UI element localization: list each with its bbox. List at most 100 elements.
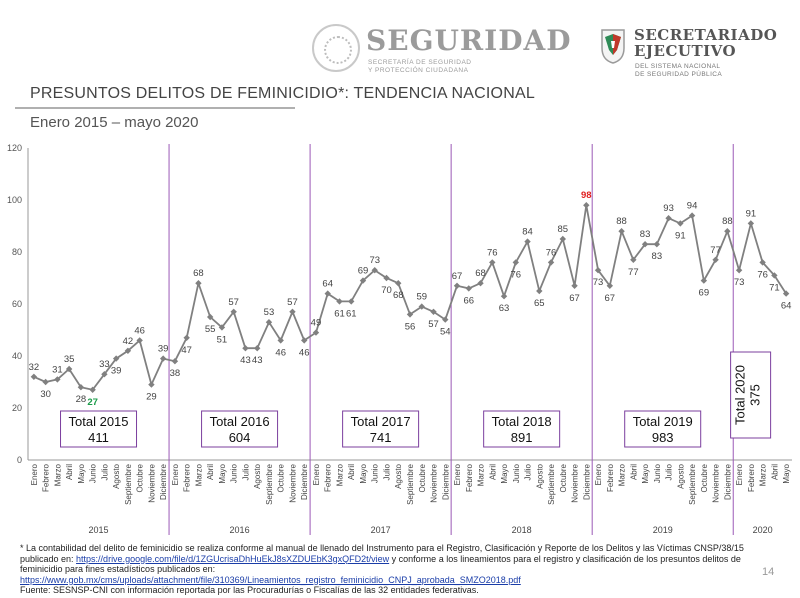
data-point: [289, 308, 296, 315]
x-tick-label: Abril: [206, 464, 215, 480]
year-label: 2018: [512, 525, 532, 535]
data-label: 68: [193, 268, 204, 279]
footnote-link-guidelines[interactable]: https://www.gob.mx/cms/uploads/attachmen…: [20, 574, 521, 585]
y-tick-label: 20: [12, 403, 22, 413]
x-tick-label: Junio: [89, 463, 98, 483]
data-label: 57: [287, 297, 298, 308]
total-box-label: Total 2016: [210, 414, 270, 429]
x-tick-label: Noviembre: [712, 463, 721, 502]
footnote-link-manual[interactable]: https://drive.google.com/file/d/1ZGUcris…: [76, 553, 390, 564]
x-tick-label: Mayo: [218, 463, 227, 483]
data-point: [112, 355, 120, 362]
data-point: [536, 287, 543, 295]
data-label: 66: [463, 295, 474, 306]
year-label: 2015: [89, 525, 109, 535]
data-point: [230, 308, 237, 315]
x-tick-label: Febrero: [747, 463, 756, 492]
x-tick-label: Noviembre: [288, 463, 297, 502]
data-label: 30: [40, 389, 51, 400]
x-tick-label: Julio: [524, 463, 533, 480]
data-label: 68: [475, 268, 486, 279]
total-box-label: Total 2017: [351, 414, 411, 429]
data-point: [65, 365, 73, 373]
total-box-value: 741: [370, 430, 392, 445]
x-tick-label: Agosto: [394, 463, 403, 488]
data-label: 57: [428, 319, 439, 330]
total-box-value: 411: [88, 430, 109, 445]
x-tick-label: Enero: [171, 463, 180, 485]
data-label: 67: [569, 293, 580, 304]
data-label: 43: [252, 355, 263, 366]
x-tick-label: Enero: [453, 463, 462, 485]
data-label: 77: [628, 267, 639, 278]
secretariado-logo-text: SECRETARIADO EJECUTIVO: [634, 27, 777, 59]
data-point: [42, 378, 49, 386]
x-tick-label: Noviembre: [430, 463, 439, 502]
data-label: 83: [640, 229, 651, 240]
year-label: 2017: [371, 525, 391, 535]
data-point: [195, 280, 202, 287]
data-label: 76: [546, 247, 557, 258]
total-box-label: Total 2015: [69, 414, 129, 429]
data-label: 59: [416, 292, 427, 303]
data-point: [206, 313, 214, 321]
x-tick-label: Febrero: [324, 463, 333, 492]
data-point: [277, 337, 284, 344]
data-point: [771, 272, 778, 279]
total-box-value: 604: [229, 430, 251, 445]
footer-notes: * La contabilidad del delito de feminici…: [20, 543, 780, 596]
data-label: 56: [405, 321, 416, 332]
data-label: 76: [757, 269, 768, 280]
data-label: 70: [381, 285, 392, 296]
data-point: [700, 277, 708, 284]
y-tick-label: 40: [12, 351, 22, 361]
x-tick-label: Julio: [382, 463, 391, 480]
y-tick-label: 100: [7, 195, 22, 205]
x-tick-label: Abril: [770, 464, 779, 480]
data-label: 84: [522, 227, 533, 238]
series-line: [33, 205, 787, 391]
data-label: 73: [369, 255, 380, 266]
data-label: 91: [675, 230, 686, 241]
data-point: [653, 241, 661, 248]
x-tick-label: Agosto: [535, 463, 544, 488]
total-box-label: Total 2020: [733, 365, 748, 425]
data-point: [418, 303, 425, 310]
x-tick-label: Enero: [735, 463, 744, 485]
data-label: 76: [487, 247, 498, 258]
data-label: 42: [123, 336, 134, 347]
x-tick-label: Abril: [488, 464, 497, 480]
data-label: 46: [134, 325, 145, 336]
data-label: 91: [746, 208, 757, 219]
data-label: 67: [452, 271, 463, 282]
x-tick-label: Diciembre: [723, 463, 732, 500]
data-point: [618, 228, 625, 235]
total-box: [483, 410, 561, 448]
data-label: 28: [76, 394, 87, 405]
data-point: [159, 355, 167, 362]
x-tick-label: Mayo: [500, 463, 509, 483]
footnote: * La contabilidad del delito de feminici…: [20, 543, 780, 575]
data-label: 39: [158, 344, 169, 355]
data-label: 71: [769, 282, 780, 293]
secretariado-emblem-icon: [601, 29, 625, 64]
data-label: 88: [616, 216, 627, 227]
data-label: 94: [687, 201, 698, 212]
data-label: 46: [275, 347, 286, 358]
y-tick-label: 120: [7, 143, 22, 153]
y-tick-label: 80: [12, 247, 22, 257]
year-label: 2019: [653, 525, 673, 535]
x-tick-label: Octubre: [700, 463, 709, 492]
data-label: 35: [64, 354, 75, 365]
data-point: [183, 334, 190, 341]
x-tick-label: Febrero: [465, 463, 474, 492]
x-tick-label: Septiembre: [124, 463, 133, 504]
data-label: 64: [322, 279, 333, 290]
x-tick-label: Diciembre: [300, 463, 309, 500]
data-label: 64: [781, 301, 792, 312]
source-note: Fuente: SESNSP-CNI con información repor…: [20, 585, 479, 595]
data-label: 31: [52, 364, 63, 375]
secretariado-sub-line1: DEL SISTEMA NACIONAL: [635, 63, 721, 70]
data-point: [406, 311, 414, 318]
data-point: [630, 256, 637, 263]
